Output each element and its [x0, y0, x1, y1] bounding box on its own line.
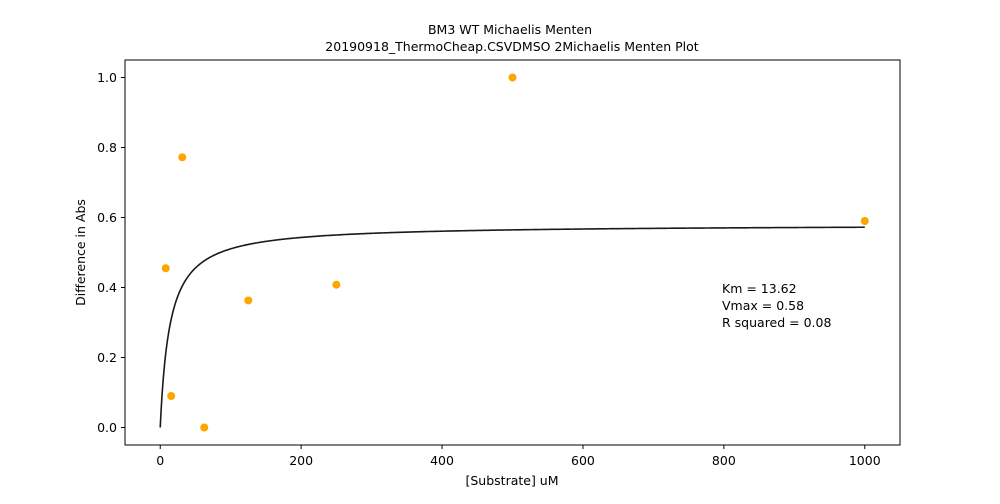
- x-tick-label: 400: [430, 453, 454, 468]
- fit-annotation: Km = 13.62 Vmax = 0.58 R squared = 0.08: [722, 281, 831, 330]
- fit-curve: [159, 226, 865, 428]
- x-tick-label: 1000: [849, 453, 881, 468]
- y-tick-label: 0.2: [97, 350, 117, 365]
- annotation-vmax: Vmax = 0.58: [722, 298, 804, 313]
- annotation-r-squared: R squared = 0.08: [722, 315, 831, 330]
- x-tick-label: 200: [289, 453, 313, 468]
- y-axis: 0.0 0.2 0.4 0.6 0.8 1.0: [97, 70, 125, 435]
- data-point: [860, 217, 869, 225]
- y-tick-label: 0.6: [97, 210, 117, 225]
- y-tick-label: 0.4: [97, 280, 117, 295]
- x-tick-label: 600: [571, 453, 595, 468]
- data-point: [508, 73, 517, 82]
- data-point: [200, 423, 209, 432]
- data-point: [332, 280, 341, 289]
- plot-frame: [124, 59, 901, 446]
- y-tick-label: 1.0: [97, 70, 117, 85]
- y-tick-label: 0.0: [97, 420, 117, 435]
- x-tick-label: 800: [712, 453, 736, 468]
- x-axis-label: [Substrate] uM: [465, 473, 558, 488]
- data-point: [167, 392, 176, 400]
- annotation-km: Km = 13.62: [722, 281, 797, 296]
- plot-area: [159, 73, 869, 432]
- y-tick-label: 0.8: [97, 140, 117, 155]
- data-point: [161, 264, 170, 273]
- chart-title: BM3 WT Michaelis Menten: [428, 22, 592, 37]
- data-point: [178, 153, 187, 162]
- data-points-layer: [161, 73, 869, 432]
- fit-curve-layer: [159, 226, 865, 428]
- data-point: [244, 296, 253, 305]
- y-axis-label: Difference in Abs: [73, 199, 88, 306]
- x-tick-label: 0: [156, 453, 164, 468]
- chart-subtitle: 20190918_ThermoCheap.CSVDMSO 2Michaelis …: [325, 39, 698, 54]
- x-axis: 0 200 400 600 800 1000: [156, 445, 881, 468]
